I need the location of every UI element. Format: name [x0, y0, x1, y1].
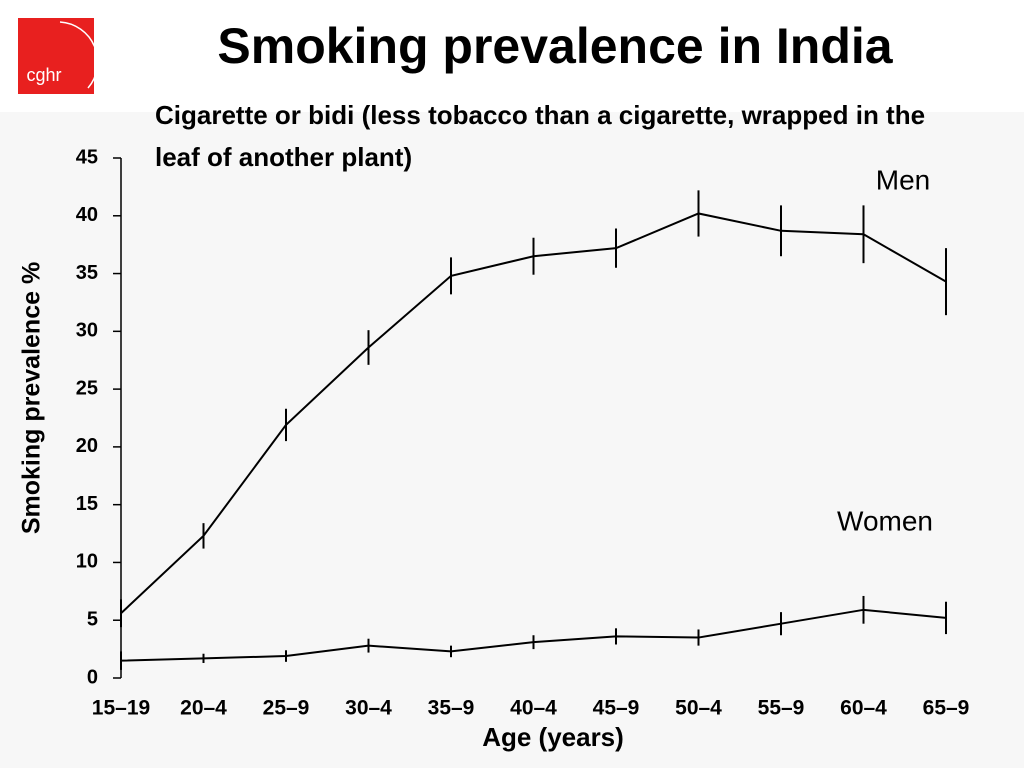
legend-label: Women — [837, 505, 933, 536]
plot-background — [0, 112, 1024, 768]
y-tick-label: 5 — [87, 609, 98, 631]
x-axis-label: Age (years) — [482, 722, 624, 752]
y-tick-label: 0 — [87, 666, 98, 688]
x-tick-label: 25–9 — [263, 697, 310, 720]
logo-arc — [59, 21, 99, 89]
x-tick-label: 60–4 — [840, 697, 887, 720]
x-tick-label: 20–4 — [180, 697, 227, 720]
y-tick-label: 10 — [76, 551, 98, 573]
y-tick-label: 35 — [76, 262, 98, 284]
y-tick-label: 15 — [76, 493, 98, 515]
x-tick-label: 35–9 — [428, 697, 475, 720]
x-tick-label: 50–4 — [675, 697, 722, 720]
x-tick-label: 40–4 — [510, 697, 557, 720]
x-tick-label: 45–9 — [593, 697, 640, 720]
y-tick-label: 20 — [76, 435, 98, 457]
chart-title: Smoking prevalence in India — [217, 18, 893, 74]
y-tick-label: 45 — [76, 146, 98, 168]
logo-box — [18, 18, 94, 94]
legend-label: Men — [876, 164, 930, 195]
chart-subtitle: Cigarette or bidi (less tobacco than a c… — [155, 100, 926, 172]
y-axis-label: Smoking prevalence % — [18, 262, 46, 534]
y-tick-label: 40 — [76, 204, 98, 226]
x-tick-label: 65–9 — [923, 697, 970, 720]
x-tick-label: 15–19 — [92, 697, 150, 720]
y-tick-label: 25 — [76, 377, 98, 399]
y-tick-label: 30 — [76, 320, 98, 342]
logo-text: cghr — [26, 65, 61, 85]
x-tick-label: 55–9 — [758, 697, 805, 720]
x-tick-label: 30–4 — [345, 697, 392, 720]
